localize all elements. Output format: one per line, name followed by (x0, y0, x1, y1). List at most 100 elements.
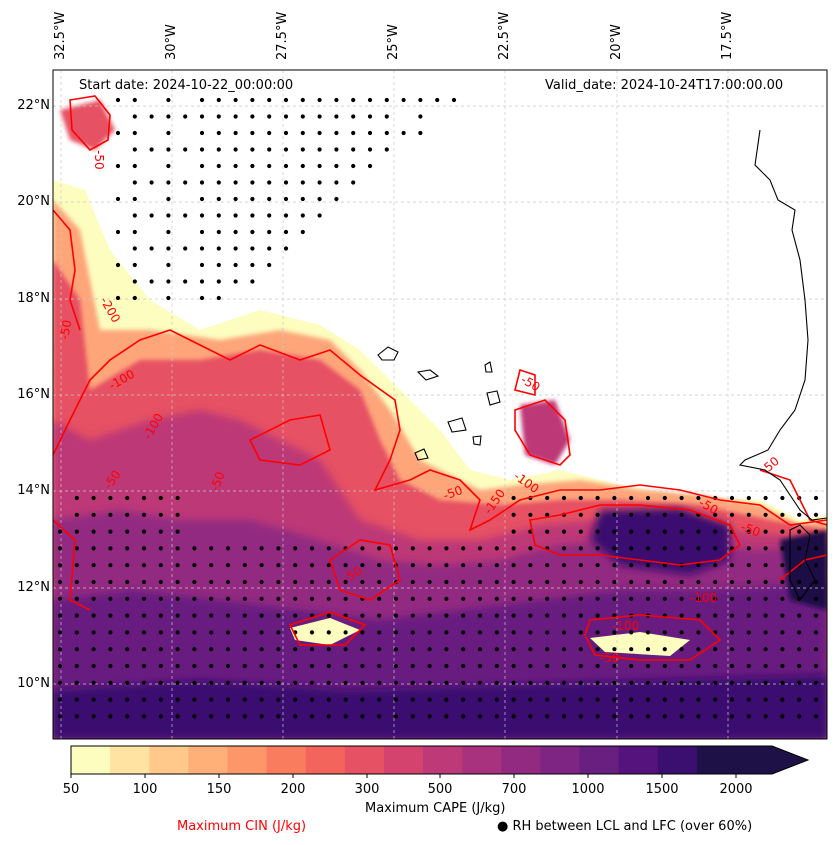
rh-dot (729, 714, 735, 719)
rh-dot (679, 680, 684, 685)
rh-dot (545, 596, 550, 601)
rh-dot (813, 596, 819, 601)
rh-dot (158, 563, 163, 568)
rh-dot (780, 714, 785, 719)
rh-dot (267, 130, 272, 136)
rh-dot (74, 697, 79, 702)
rh-dot (132, 114, 137, 119)
rh-dot (158, 596, 163, 601)
rh-dot (293, 546, 298, 551)
rh-dot (713, 647, 718, 652)
rh-dot (477, 714, 483, 719)
rh-dot (763, 563, 768, 568)
rh-dot (300, 130, 305, 136)
rh-dot (645, 697, 651, 702)
rh-dot (545, 495, 550, 501)
rh-dot (192, 680, 197, 685)
rh-dot (561, 529, 567, 534)
rh-dot (427, 563, 432, 568)
rh-dot (410, 697, 415, 702)
rh-dot (377, 714, 382, 719)
rh-dot (158, 680, 163, 685)
rh-dot (108, 663, 113, 669)
colorbar-tick: 1500 (645, 782, 679, 797)
rh-dot (418, 130, 423, 136)
rh-dot (267, 213, 272, 218)
rh-dot (578, 630, 583, 635)
rh-dot (108, 563, 113, 568)
rh-dot (696, 546, 701, 551)
rh-dot (477, 697, 483, 702)
rh-dot (360, 647, 365, 652)
rh-dot (141, 663, 147, 669)
rh-dot (612, 529, 617, 534)
rh-dot (662, 495, 667, 501)
rh-dot (511, 697, 516, 702)
rh-dot (729, 512, 735, 517)
rh-dot (729, 613, 735, 618)
rh-dot (679, 714, 684, 719)
rh-dot (763, 596, 768, 601)
colorbar-tick: 200 (280, 782, 306, 797)
rh-dot (166, 279, 171, 284)
rh-dot (612, 613, 617, 618)
rh-dot (233, 229, 238, 235)
rh-dot (108, 714, 113, 719)
colorbar-cell (266, 746, 307, 774)
rh-dot (199, 147, 205, 152)
rh-dot (209, 680, 214, 685)
rh-dot (199, 213, 205, 218)
rh-dot (713, 529, 718, 534)
rh-dot (561, 495, 567, 501)
rh-dot (199, 279, 205, 284)
rh-dot (578, 714, 583, 719)
rh-dot (343, 563, 348, 568)
rh-dot (267, 147, 272, 152)
rh-dot (393, 596, 399, 601)
rh-dot (216, 97, 221, 103)
rh-dot (780, 630, 785, 635)
rh-dot (629, 596, 634, 601)
rh-dot (175, 697, 180, 702)
rh-dot (175, 579, 180, 585)
colorbar-cell (383, 746, 424, 774)
rh-dot (250, 147, 255, 152)
rh-dot (444, 680, 449, 685)
rh-dot (57, 697, 63, 702)
rh-dot (158, 579, 163, 585)
rh-dot (780, 529, 785, 534)
rh-dot (216, 147, 221, 152)
rh-dot (662, 529, 667, 534)
rh-dot (293, 714, 298, 719)
rh-dot (477, 613, 483, 618)
colorbar-label: Maximum CAPE (J/kg) (365, 801, 506, 816)
rh-dot (384, 130, 389, 136)
rh-dot (351, 114, 356, 119)
rh-dot (158, 529, 163, 534)
rh-dot (309, 546, 315, 551)
colorbar-tick: 1000 (571, 782, 605, 797)
colorbar-cell (149, 746, 189, 774)
rh-dot (125, 630, 130, 635)
rh-dot (141, 596, 147, 601)
rh-dot (763, 546, 768, 551)
rh-dot (813, 512, 819, 517)
rh-dot (183, 114, 188, 119)
colorbar-tick: 700 (501, 782, 527, 797)
rh-dot (763, 697, 768, 702)
rh-dot (679, 613, 684, 618)
rh-dot (427, 579, 432, 585)
rh-dot (250, 163, 255, 169)
rh-dot (309, 663, 315, 669)
rh-dot (351, 163, 356, 169)
rh-dot (317, 130, 322, 136)
rh-dot (57, 596, 63, 601)
rh-dot (183, 180, 188, 185)
rh-dot (511, 647, 516, 652)
rh-dot (276, 563, 281, 568)
rh-dot (250, 246, 255, 251)
rh-dot (141, 680, 147, 685)
rh-dot (377, 613, 382, 618)
rh-dot (132, 279, 137, 284)
rh-dot (410, 563, 415, 568)
